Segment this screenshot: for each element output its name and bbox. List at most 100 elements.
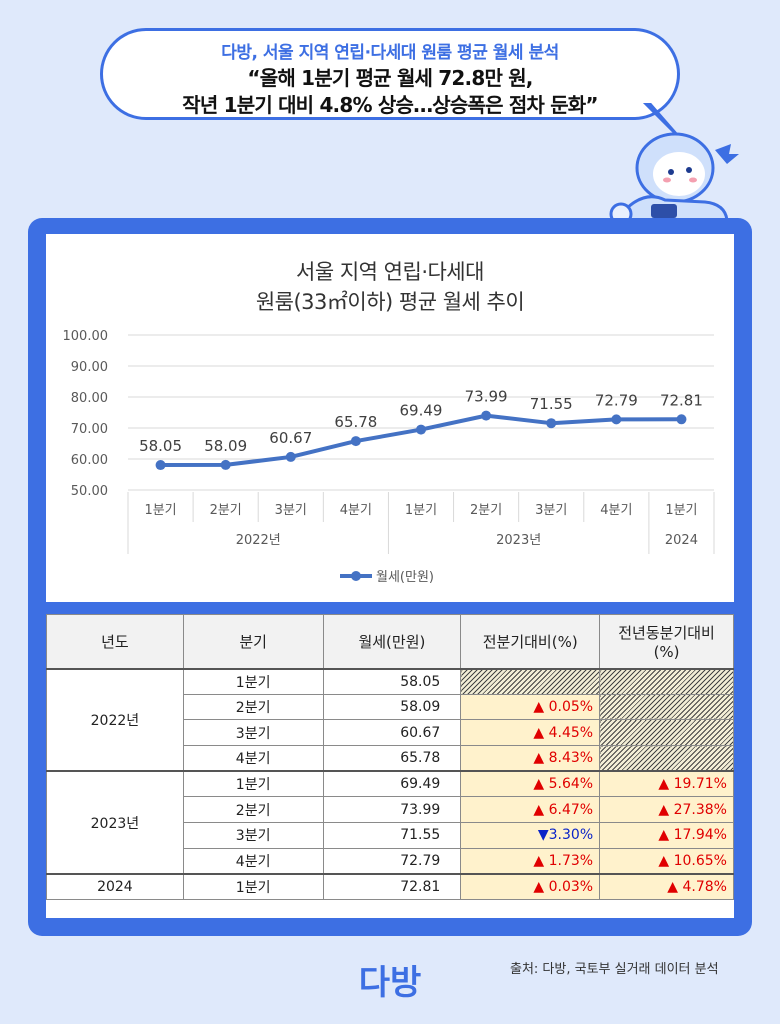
table-row: 4분기 65.78 ▲ 8.43% [47,745,734,772]
x-tick-label: 3분기 [275,503,307,518]
svg-text:다방: 다방 [359,963,422,1003]
data-label: 65.78 [334,413,377,431]
data-label: 60.67 [269,429,312,447]
quarter-cell: 4분기 [182,745,324,772]
rent-value-cell: 73.99 [322,796,462,824]
year-cell: 2022년 [46,668,184,772]
group-label: 2023년 [496,533,541,548]
data-label: 72.79 [595,391,638,409]
qoq-change-cell: ▲ 6.47% [460,796,601,824]
qoq-change-cell: ▲ 4.45% [460,719,601,747]
rent-value-cell: 71.55 [322,822,462,849]
yoy-change-cell: ▲ 10.65% [599,847,734,875]
table-row: 2분기 73.99 ▲ 6.47% ▲ 27.38% [47,796,734,824]
yoy-empty-cell [599,745,734,772]
mascot-illustration [609,132,739,226]
rent-value-cell: 58.05 [322,668,462,695]
x-tick-label: 1분기 [665,503,697,518]
x-tick-label: 2분기 [470,503,502,518]
quarter-cell: 1분기 [182,770,324,798]
quarter-cell: 1분기 [182,873,324,901]
headline-bubble: 다방, 서울 지역 연립·다세대 원룸 평균 월세 분석 “올해 1분기 평균 … [100,28,680,120]
group-label: 2022년 [236,533,281,548]
table-body: 2022년 1분기 58.05 2분기 58.09 ▲ 0.05% 3분기 60.67 ▲ 4.… [46,668,734,901]
y-tick-label: 80.00 [71,391,108,406]
legend-label: 월세(만원) [376,570,434,585]
year-cell: 2024 [46,873,184,901]
table-header-cell: 전분기대비(%) [460,614,601,670]
yoy-change-cell: ▲ 27.38% [599,796,734,824]
data-label: 73.99 [465,388,508,406]
qoq-change-cell: ▲ 0.03% [460,873,601,901]
line-chart: 50.00 60.00 70.00 80.00 90.00 100.00 1분기 2분기 3분기… [63,329,715,585]
qoq-change-cell: ▲ 8.43% [460,745,601,772]
yoy-empty-cell [599,693,734,721]
source-note: 출처: 다방, 국토부 실거래 데이터 분석 [510,962,719,977]
headline-line3: 작년 1분기 대비 4.8% 상승…상승폭은 점차 둔화” [182,93,598,117]
rent-value-cell: 60.67 [322,719,462,747]
x-tick-label: 3분기 [535,503,567,518]
y-tick-label: 90.00 [71,360,108,375]
quarter-cell: 2분기 [182,796,324,824]
y-tick-label: 70.00 [71,422,108,437]
data-point [220,459,231,470]
table-card: 년도 분기 월세(만원) 전분기대비(%) 전년동분기대비(%) 2022년 1분기 58.… [46,614,734,918]
headline-line2: “올해 1분기 평균 월세 72.8만 원, [247,66,533,90]
data-point [481,410,492,421]
data-label: 72.81 [660,391,703,409]
y-tick-label: 100.00 [63,329,109,344]
x-tick-label: 1분기 [144,503,176,518]
table-row: 4분기 72.79 ▲ 1.73% ▲ 10.65% [47,847,734,875]
yoy-change-cell: ▲ 17.94% [599,822,734,849]
dabang-logo: 다방 [359,963,422,1003]
yoy-change-cell: ▲ 19.71% [599,770,734,798]
qoq-change-cell: ▲ 1.73% [460,847,601,875]
x-tick-label: 1분기 [405,503,437,518]
qoq-empty-cell [460,668,601,695]
table-header-cell: 분기 [182,614,324,670]
group-label: 2024 [665,533,698,548]
x-tick-label: 2분기 [210,503,242,518]
y-tick-label: 50.00 [71,484,108,499]
table-row: 2024 1분기 72.81 ▲ 0.03% ▲ 4.78% [46,873,734,901]
quarter-cell: 2분기 [182,693,324,721]
qoq-change-cell: ▲ 0.05% [460,693,601,721]
rent-value-cell: 58.09 [322,693,462,721]
bubble-tail [640,100,680,138]
data-label: 58.09 [204,437,247,455]
data-point [416,424,426,435]
table-row: 2022년 1분기 58.05 [46,668,734,772]
chart-title-line1: 서울 지역 연립·다세대 [296,260,484,284]
x-tick-label: 4분기 [340,503,372,518]
table-row: 2023년 1분기 69.49 ▲ 5.64% ▲ 19.71% [46,770,734,875]
table-header-row: 년도 분기 월세(만원) 전분기대비(%) 전년동분기대비(%) [46,614,734,670]
data-label: 71.55 [530,395,573,413]
chart-title-line2: 원룸(33㎡이하) 평균 월세 추이 [255,290,525,314]
yoy-change-cell: ▲ 4.78% [599,873,734,901]
rent-table: 년도 분기 월세(만원) 전분기대비(%) 전년동분기대비(%) 2022년 1분기 58.… [46,614,734,901]
x-tick-label: 4분기 [600,503,632,518]
table-row: 3분기 71.55 ▼3.30% ▲ 17.94% [47,822,734,849]
data-label: 69.49 [400,402,443,420]
rent-value-cell: 72.81 [322,873,462,901]
rent-value-cell: 72.79 [322,847,462,875]
quarter-cell: 1분기 [182,668,324,695]
data-point [546,418,557,429]
quarter-cell: 3분기 [182,719,324,747]
headline-line1: 다방, 서울 지역 연립·다세대 원룸 평균 월세 분석 [221,43,559,63]
qoq-change-cell: ▲ 5.64% [460,770,601,798]
table-header-cell: 년도 [46,614,184,670]
data-label: 58.05 [139,437,182,455]
table-header-cell: 전년동분기대비(%) [599,614,734,670]
table-row: 2분기 58.09 ▲ 0.05% [47,693,734,721]
data-point [285,451,296,462]
y-tick-label: 60.00 [71,453,108,468]
yoy-empty-cell [599,668,734,695]
data-point [611,414,622,425]
year-cell: 2023년 [46,770,184,875]
rent-value-cell: 69.49 [322,770,462,798]
yoy-empty-cell [599,719,734,747]
data-point [350,436,361,447]
data-point [155,460,166,471]
qoq-change-cell: ▼3.30% [460,822,601,849]
